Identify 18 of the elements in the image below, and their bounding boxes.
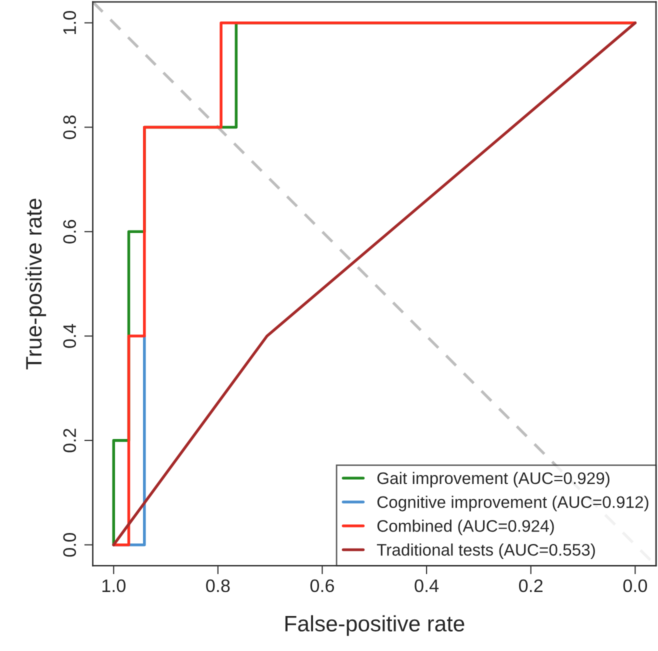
y-tick-label: 0.6 bbox=[63, 220, 76, 244]
legend-label: Gait improvement (AUC=0.929) bbox=[377, 472, 610, 488]
x-tick-label: 0.6 bbox=[310, 579, 334, 592]
x-tick-label: 0.0 bbox=[623, 579, 648, 592]
y-tick-label: 1.0 bbox=[63, 10, 76, 34]
x-tick-label: 1.0 bbox=[102, 579, 126, 592]
x-tick-label: 0.2 bbox=[519, 579, 543, 592]
y-tick-label: 0.0 bbox=[63, 532, 76, 557]
y-tick-label: 0.4 bbox=[63, 324, 76, 348]
x-tick-label: 0.8 bbox=[206, 579, 230, 592]
y-tick-label: 0.2 bbox=[63, 428, 76, 452]
y-tick-label: 0.8 bbox=[63, 115, 76, 140]
legend-label: Combined (AUC=0.924) bbox=[377, 520, 554, 536]
legend-label: Cognitive improvement (AUC=0.912) bbox=[377, 496, 648, 512]
x-tick-label: 0.4 bbox=[414, 579, 439, 592]
legend-label: Traditional tests (AUC=0.553) bbox=[376, 544, 595, 560]
x-axis-title: False-positive rate bbox=[285, 615, 464, 636]
y-axis-title: True-positive rate bbox=[25, 198, 46, 370]
